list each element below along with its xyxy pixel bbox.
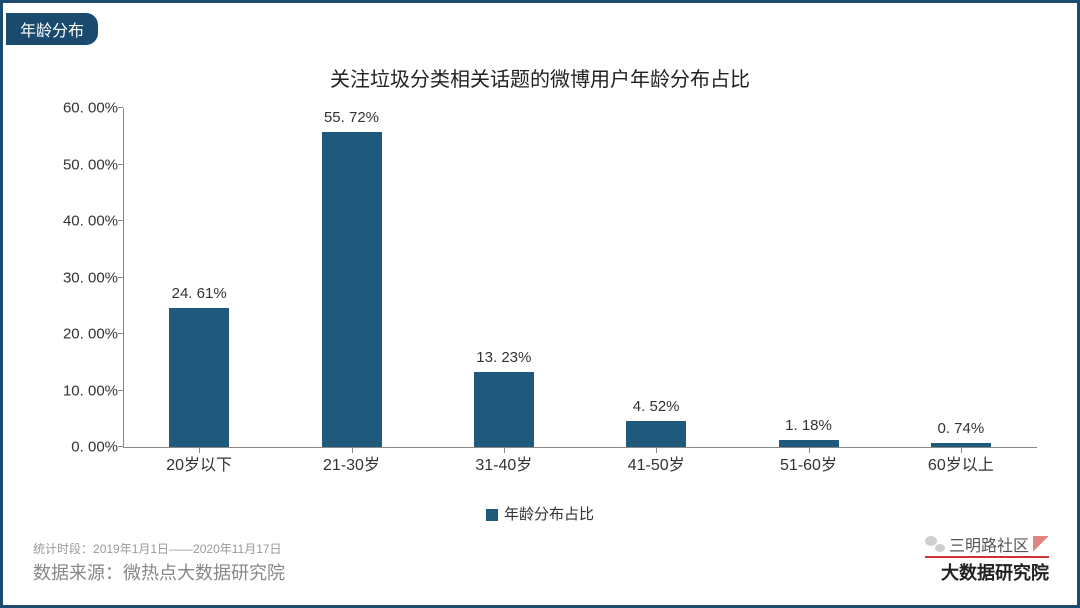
- watermark: 三明路社区 大数据研究院: [925, 532, 1049, 585]
- data-source: 数据来源：微热点大数据研究院: [33, 559, 285, 585]
- time-prefix: 统计时段：: [33, 542, 93, 556]
- x-tick-mark: [961, 447, 962, 453]
- footer: 统计时段：2019年1月1日——2020年11月17日 数据来源：微热点大数据研…: [33, 540, 285, 585]
- bar: 13. 23%: [474, 372, 534, 447]
- wechat-icon: [925, 536, 945, 552]
- time-range: 2019年1月1日——2020年11月17日: [93, 542, 282, 556]
- x-tick-mark: [809, 447, 810, 453]
- bar-value-label: 24. 61%: [119, 285, 279, 302]
- x-tick-label: 20岁以下: [119, 451, 279, 475]
- chart-title: 关注垃圾分类相关话题的微博用户年龄分布占比: [3, 63, 1077, 92]
- stat-time: 统计时段：2019年1月1日——2020年11月17日: [33, 540, 285, 557]
- bar-value-label: 4. 52%: [576, 398, 736, 415]
- bar-slot: 0. 74%60岁以上: [931, 108, 991, 447]
- bar-value-label: 0. 74%: [881, 420, 1041, 437]
- y-axis: [123, 108, 124, 447]
- x-tick-mark: [199, 447, 200, 453]
- bar: 24. 61%: [169, 308, 229, 447]
- y-tick-label: 20. 00%: [33, 326, 118, 343]
- y-tick-label: 60. 00%: [33, 100, 118, 117]
- watermark-line2: 大数据研究院: [925, 556, 1049, 585]
- y-tick-label: 10. 00%: [33, 382, 118, 399]
- watermark-line1: 三明路社区: [925, 532, 1049, 556]
- red-accent-icon: [1033, 536, 1049, 552]
- source-prefix: 数据来源：: [33, 563, 123, 583]
- legend-label: 年龄分布占比: [504, 506, 594, 523]
- bar: 55. 72%: [322, 132, 382, 447]
- bar-value-label: 55. 72%: [272, 109, 432, 126]
- bar: 1. 18%: [779, 440, 839, 447]
- x-tick-label: 41-50岁: [576, 451, 736, 475]
- bar-slot: 55. 72%21-30岁: [322, 108, 382, 447]
- watermark-text-1: 三明路社区: [949, 532, 1029, 556]
- y-tick-label: 50. 00%: [33, 156, 118, 173]
- x-tick-label: 60岁以上: [881, 451, 1041, 475]
- section-tag: 年龄分布: [6, 13, 98, 45]
- y-tick-label: 30. 00%: [33, 269, 118, 286]
- bar-slot: 13. 23%31-40岁: [474, 108, 534, 447]
- x-tick-label: 31-40岁: [424, 451, 584, 475]
- x-tick-mark: [352, 447, 353, 453]
- chart-area: 0. 00% 10. 00% 20. 00% 30. 00% 40. 00% 50. 00…: [33, 108, 1047, 488]
- x-tick-label: 51-60岁: [729, 451, 889, 475]
- bar: 4. 52%: [626, 421, 686, 447]
- y-tick-label: 0. 00%: [33, 439, 118, 456]
- x-tick-mark: [656, 447, 657, 453]
- plot-region: 0. 00%10. 00%20. 00%30. 00%40. 00%50. 00…: [123, 108, 1037, 448]
- source-name: 微热点大数据研究院: [123, 563, 285, 583]
- legend-swatch: [486, 509, 498, 521]
- bar-value-label: 13. 23%: [424, 349, 584, 366]
- legend: 年龄分布占比: [3, 503, 1077, 524]
- x-tick-label: 21-30岁: [272, 451, 432, 475]
- bar-slot: 1. 18%51-60岁: [779, 108, 839, 447]
- x-tick-mark: [504, 447, 505, 453]
- bar-slot: 4. 52%41-50岁: [626, 108, 686, 447]
- bar-slot: 24. 61%20岁以下: [169, 108, 229, 447]
- y-tick-label: 40. 00%: [33, 213, 118, 230]
- bar-value-label: 1. 18%: [729, 417, 889, 434]
